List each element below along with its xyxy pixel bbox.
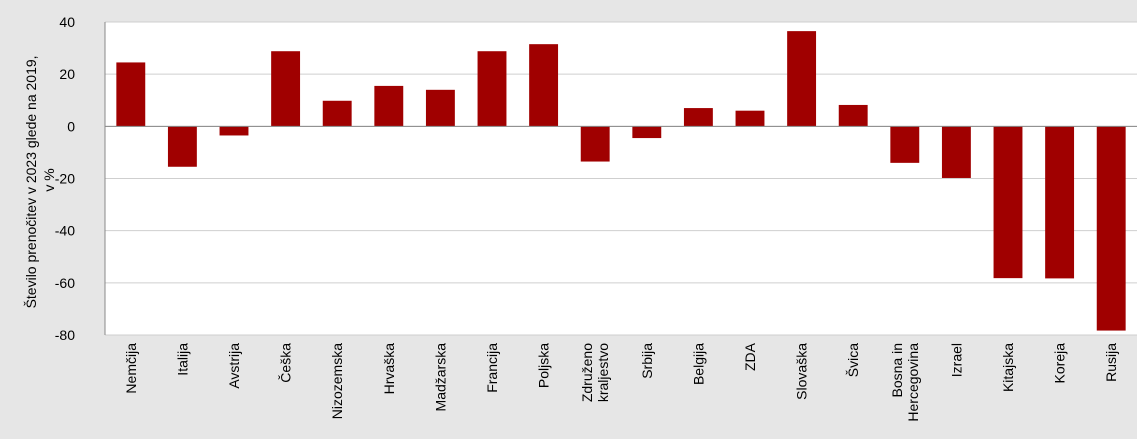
bar: [1045, 126, 1075, 279]
y-axis-title: Število prenočitev v 2023 glede na 2019,…: [23, 52, 57, 309]
category-label-line: kraljestvo: [595, 343, 611, 402]
bar: [941, 126, 971, 178]
y-axis-title-line-2: v %: [41, 168, 57, 191]
y-tick-label: -80: [55, 327, 75, 343]
bar: [322, 100, 352, 127]
category-label-line: Češka: [278, 343, 294, 383]
category-label: Nemčija: [123, 343, 139, 394]
category-label: Belgija: [690, 343, 706, 385]
bar: [580, 126, 610, 162]
bar: [787, 31, 817, 127]
y-tick-label: -40: [55, 223, 75, 239]
bar: [1096, 126, 1126, 331]
category-label-line: Združeno: [579, 343, 595, 402]
category-label-line: Italija: [174, 343, 190, 376]
bar: [838, 104, 868, 127]
category-label: Bosna inHercegovina: [889, 343, 921, 422]
bar: [890, 126, 920, 163]
category-label-line: Hercegovina: [905, 343, 921, 422]
bar: [271, 51, 301, 127]
category-label-line: Avstrija: [226, 343, 242, 389]
category-label: Srbija: [639, 343, 655, 379]
category-label-line: Bosna in: [889, 343, 905, 397]
category-label: Poljska: [536, 343, 552, 388]
category-label: Rusija: [1103, 343, 1119, 382]
category-label: Francija: [484, 343, 500, 393]
category-label: Nizozemska: [329, 343, 345, 419]
y-tick-label: 0: [67, 118, 75, 134]
category-label: Švica: [845, 343, 861, 377]
category-label: Kitajska: [1000, 343, 1016, 392]
y-tick-label: 20: [59, 66, 75, 82]
category-label-line: Madžarska: [432, 343, 448, 412]
category-label: Češka: [278, 343, 294, 383]
category-label-line: Rusija: [1103, 343, 1119, 382]
y-tick-label: -20: [55, 171, 75, 187]
category-label-line: Nemčija: [123, 343, 139, 394]
category-label-line: Francija: [484, 343, 500, 393]
category-label: Slovaška: [794, 343, 810, 400]
bar: [735, 110, 765, 127]
category-label-line: Belgija: [690, 343, 706, 385]
category-label-line: Izrael: [948, 343, 964, 377]
bars: [116, 31, 1126, 331]
category-label: Izrael: [948, 343, 964, 377]
category-label: ZDA: [742, 342, 758, 371]
category-label: Avstrija: [226, 343, 242, 389]
category-label: Koreja: [1052, 343, 1068, 384]
category-label-line: ZDA: [742, 342, 758, 371]
category-label-line: Poljska: [536, 343, 552, 388]
category-labels: Nemčija Italija Avstrija Češka Nizozemska Hrv…: [123, 342, 1119, 421]
y-tick-label: -60: [55, 275, 75, 291]
category-label: Hrvaška: [381, 343, 397, 395]
category-label: Italija: [174, 343, 190, 376]
category-label: Združenokraljestvo: [579, 343, 611, 402]
bar: [632, 126, 662, 139]
bar: [167, 126, 197, 167]
category-label-line: Hrvaška: [381, 343, 397, 395]
bar: [993, 126, 1023, 279]
bar: [374, 85, 404, 127]
category-label-line: Srbija: [639, 343, 655, 379]
category-label-line: Slovaška: [794, 343, 810, 400]
y-tick-label: 40: [59, 14, 75, 30]
y-axis-title-line-1: Število prenočitev v 2023 glede na 2019,: [23, 55, 39, 308]
category-label-line: Koreja: [1052, 343, 1068, 384]
bar: [683, 108, 713, 127]
category-label: Madžarska: [432, 343, 448, 412]
bar: [219, 126, 249, 136]
bar: [477, 51, 507, 127]
y-tick-labels: 40 20 0 -20 -40 -60 -80: [55, 14, 75, 343]
bar: [116, 62, 146, 127]
bar: [529, 44, 559, 127]
category-label-line: Nizozemska: [329, 343, 345, 419]
bar: [425, 89, 455, 127]
category-label-line: Švica: [845, 343, 861, 377]
category-label-line: Kitajska: [1000, 343, 1016, 392]
